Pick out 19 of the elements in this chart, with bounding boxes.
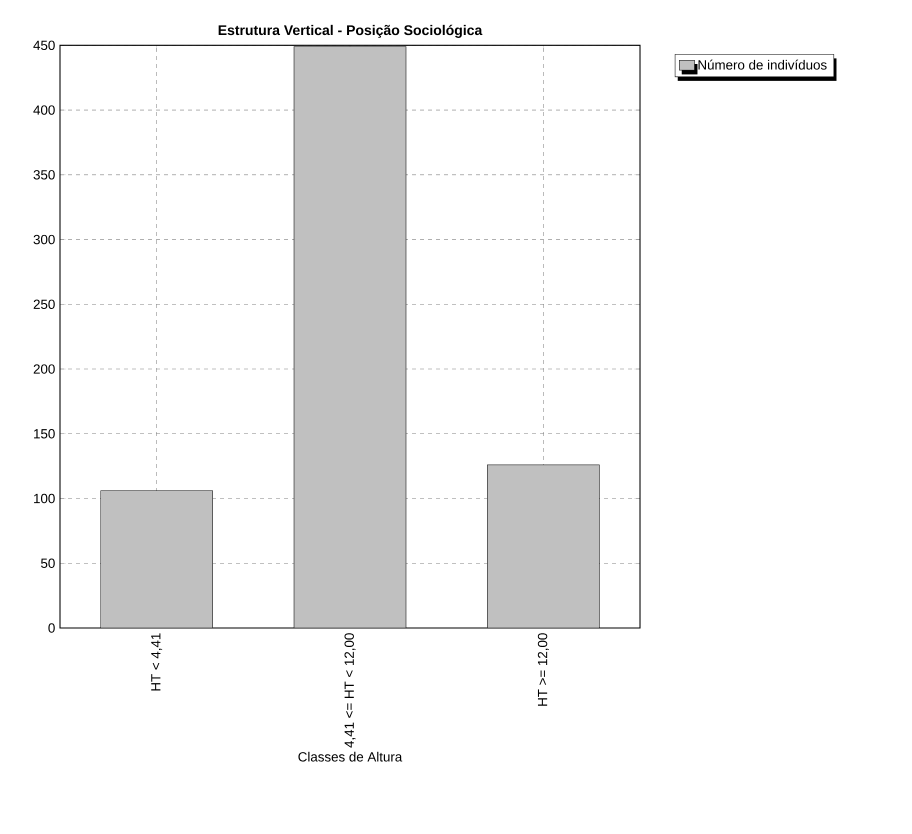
y-tick-label: 450 (33, 40, 55, 50)
y-tick-label: 200 (34, 364, 55, 374)
y-tick-label: 50 (41, 558, 55, 568)
y-tick-label: 150 (34, 429, 55, 438)
y-tick-label: 350 (34, 170, 55, 180)
x-tick-label: HT >= 12,00 (538, 633, 549, 706)
y-tick-label: 0 (48, 623, 55, 633)
bar (100, 490, 213, 628)
y-tick-label: 250 (34, 300, 55, 310)
legend-label: Número de indivíduos (698, 60, 827, 70)
bar (487, 464, 600, 628)
y-tick-label: 100 (34, 494, 55, 504)
x-tick-label: HT < 4,41 (151, 633, 162, 691)
y-tick-label: 400 (33, 105, 55, 115)
x-axis-title: Classes de Altura (298, 752, 402, 762)
chart-title: Estrutura Vertical - Posição Sociológica (218, 24, 482, 38)
y-tick-label: 300 (34, 234, 55, 244)
bar (294, 46, 406, 628)
x-tick-label: 4,41 <= HT < 12,00 (344, 633, 356, 748)
